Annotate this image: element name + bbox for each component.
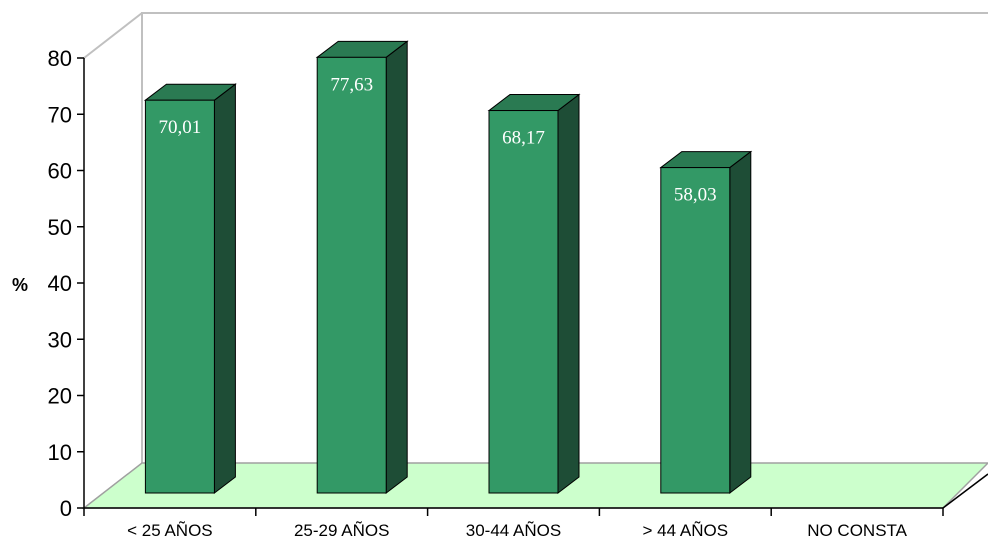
data-label: 58,03	[674, 185, 717, 206]
y-axis-label: %	[12, 275, 28, 295]
x-tick-label: 30-44 AÑOS	[466, 521, 561, 540]
bar	[488, 110, 559, 494]
x-tick-label: 25-29 AÑOS	[294, 521, 389, 540]
x-tick-label: > 44 AÑOS	[643, 521, 729, 540]
y-tick-label: 0	[60, 496, 72, 521]
bar-side	[385, 40, 408, 495]
y-tick-label: 50	[48, 215, 72, 240]
x-tick-label: NO CONSTA	[807, 521, 907, 540]
y-axis-ticks: 0 10 20 30 40 50 60 70 80	[48, 46, 84, 521]
bar	[144, 99, 215, 494]
y-tick-label: 60	[48, 159, 72, 184]
y-tick-label: 40	[48, 271, 72, 296]
y-tick-label: 30	[48, 327, 72, 352]
bars-group: 70,01 77,63 68,17 58,03	[143, 40, 753, 495]
data-label: 70,01	[159, 117, 202, 138]
data-label: 77,63	[330, 74, 373, 95]
bar-side	[213, 83, 236, 495]
side-wall-top-edge	[83, 12, 143, 59]
bar-side	[729, 150, 752, 495]
x-axis-ticks: < 25 AÑOS 25-29 AÑOS 30-44 AÑOS > 44 AÑOS NO…	[83, 508, 944, 540]
data-label: 68,17	[502, 128, 545, 149]
bar	[660, 167, 731, 494]
bar	[316, 56, 387, 494]
y-tick-label: 80	[48, 46, 72, 71]
y-tick-label: 20	[48, 384, 72, 409]
floor-right-edge	[942, 473, 988, 509]
y-tick-label: 70	[48, 102, 72, 127]
x-tick-label: < 25 AÑOS	[127, 521, 213, 540]
y-tick-label: 10	[48, 440, 72, 465]
bar-side	[557, 93, 580, 495]
